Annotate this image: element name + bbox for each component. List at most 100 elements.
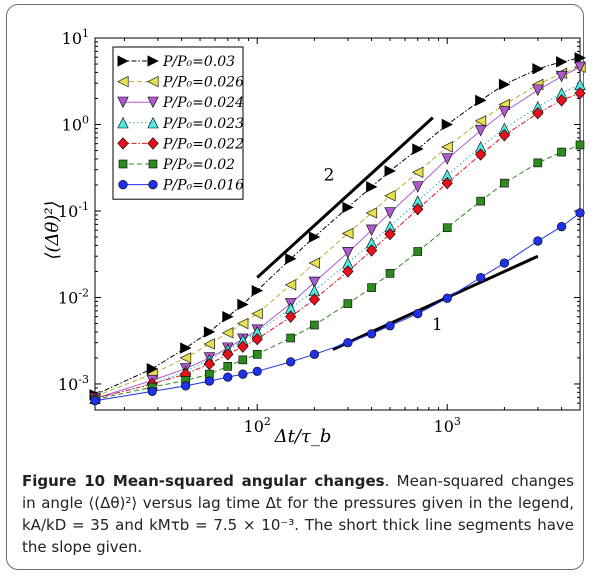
data-point (285, 253, 297, 265)
legend-marker (147, 75, 159, 88)
data-point (252, 366, 262, 376)
data-point (498, 78, 511, 91)
legend-marker (117, 137, 129, 150)
data-point (343, 338, 353, 348)
data-point (221, 327, 234, 339)
legend-marker (117, 75, 129, 88)
data-point (575, 208, 585, 218)
data-point (251, 284, 264, 297)
data-point (222, 310, 234, 323)
data-point (475, 148, 487, 161)
data-point (203, 326, 216, 338)
data-point (204, 376, 214, 386)
data-point (384, 227, 396, 241)
y-tick-label: 10-3 (58, 373, 89, 394)
data-point (286, 333, 295, 343)
data-point (557, 147, 566, 157)
data-series (89, 52, 586, 406)
data-point (223, 362, 233, 371)
data-point (90, 396, 100, 406)
data-point (251, 332, 263, 346)
data-point (203, 338, 215, 350)
data-point (365, 244, 378, 257)
data-point (475, 94, 487, 107)
data-point (532, 63, 544, 75)
legend-label: P/P₀=0.02 (162, 157, 235, 173)
data-point (384, 190, 396, 202)
data-point (442, 223, 452, 233)
legend-marker (147, 96, 159, 109)
data-point (179, 352, 192, 364)
data-point (555, 94, 568, 107)
data-point (309, 349, 320, 359)
data-point (203, 357, 215, 371)
legend-label: P/P₀=0.03 (162, 54, 235, 70)
legend-marker (118, 180, 128, 190)
data-point (308, 293, 321, 306)
data-point (237, 340, 249, 353)
data-point (498, 129, 511, 142)
slope-label: 1 (432, 315, 443, 335)
data-point (251, 307, 263, 320)
slope-line (332, 254, 539, 351)
data-point (441, 176, 453, 190)
data-point (412, 202, 424, 216)
data-point (532, 84, 544, 96)
legend-marker (117, 116, 129, 129)
data-point (367, 329, 377, 339)
slope-label: 2 (324, 166, 335, 186)
data-point (441, 118, 454, 131)
data-point (237, 298, 249, 311)
y-tick-label: 101 (62, 27, 89, 48)
data-point (474, 115, 487, 127)
data-point (412, 143, 424, 155)
data-point (342, 247, 354, 259)
data-point (556, 221, 567, 232)
y-tick-label: 100 (62, 113, 89, 134)
data-point (238, 355, 248, 365)
series-circle (90, 208, 585, 406)
data-point (412, 181, 424, 193)
data-point (574, 87, 586, 100)
data-point (384, 165, 396, 177)
data-point (343, 299, 353, 308)
data-point (181, 381, 191, 391)
y-tick-label: 10-1 (58, 200, 89, 221)
data-point (556, 56, 568, 68)
data-point (252, 350, 262, 359)
legend-marker (148, 180, 158, 190)
data-point (474, 125, 487, 137)
data-point (574, 61, 586, 74)
legend-marker (147, 55, 159, 67)
data-point (366, 181, 378, 193)
data-point (555, 70, 568, 83)
caption-text: . Mean-squared changes in angle ⟨(Δθ)²⟩ … (22, 472, 574, 556)
series-triangle-right (89, 52, 586, 401)
legend-marker (148, 159, 158, 169)
x-tick-label: 103 (434, 415, 461, 436)
y-tick-label: 10-2 (58, 286, 89, 307)
data-point (342, 265, 354, 278)
data-point (532, 107, 544, 120)
data-point (575, 140, 585, 150)
data-point (308, 276, 321, 289)
data-point (411, 166, 424, 178)
legend-label: P/P₀=0.022 (162, 136, 244, 152)
data-point (365, 207, 378, 219)
data-point (500, 178, 509, 188)
data-point (308, 231, 321, 243)
data-point (147, 386, 157, 397)
data-point (533, 158, 543, 168)
figure-caption: Figure 10 Mean-squared angular changes. … (22, 470, 574, 558)
data-point (238, 369, 248, 379)
data-point (223, 372, 233, 382)
data-point (310, 320, 319, 330)
legend: P/P₀=0.03 P/P₀=0.026 P/P₀=0.024 P/P₀=0.023 P… (112, 46, 244, 200)
legend-marker (147, 116, 159, 129)
data-point (286, 357, 296, 367)
legend-marker (118, 159, 128, 169)
data-point (413, 309, 423, 319)
legend-label: P/P₀=0.024 (162, 95, 244, 111)
data-point (367, 283, 376, 292)
legend-label: P/P₀=0.023 (162, 116, 244, 132)
